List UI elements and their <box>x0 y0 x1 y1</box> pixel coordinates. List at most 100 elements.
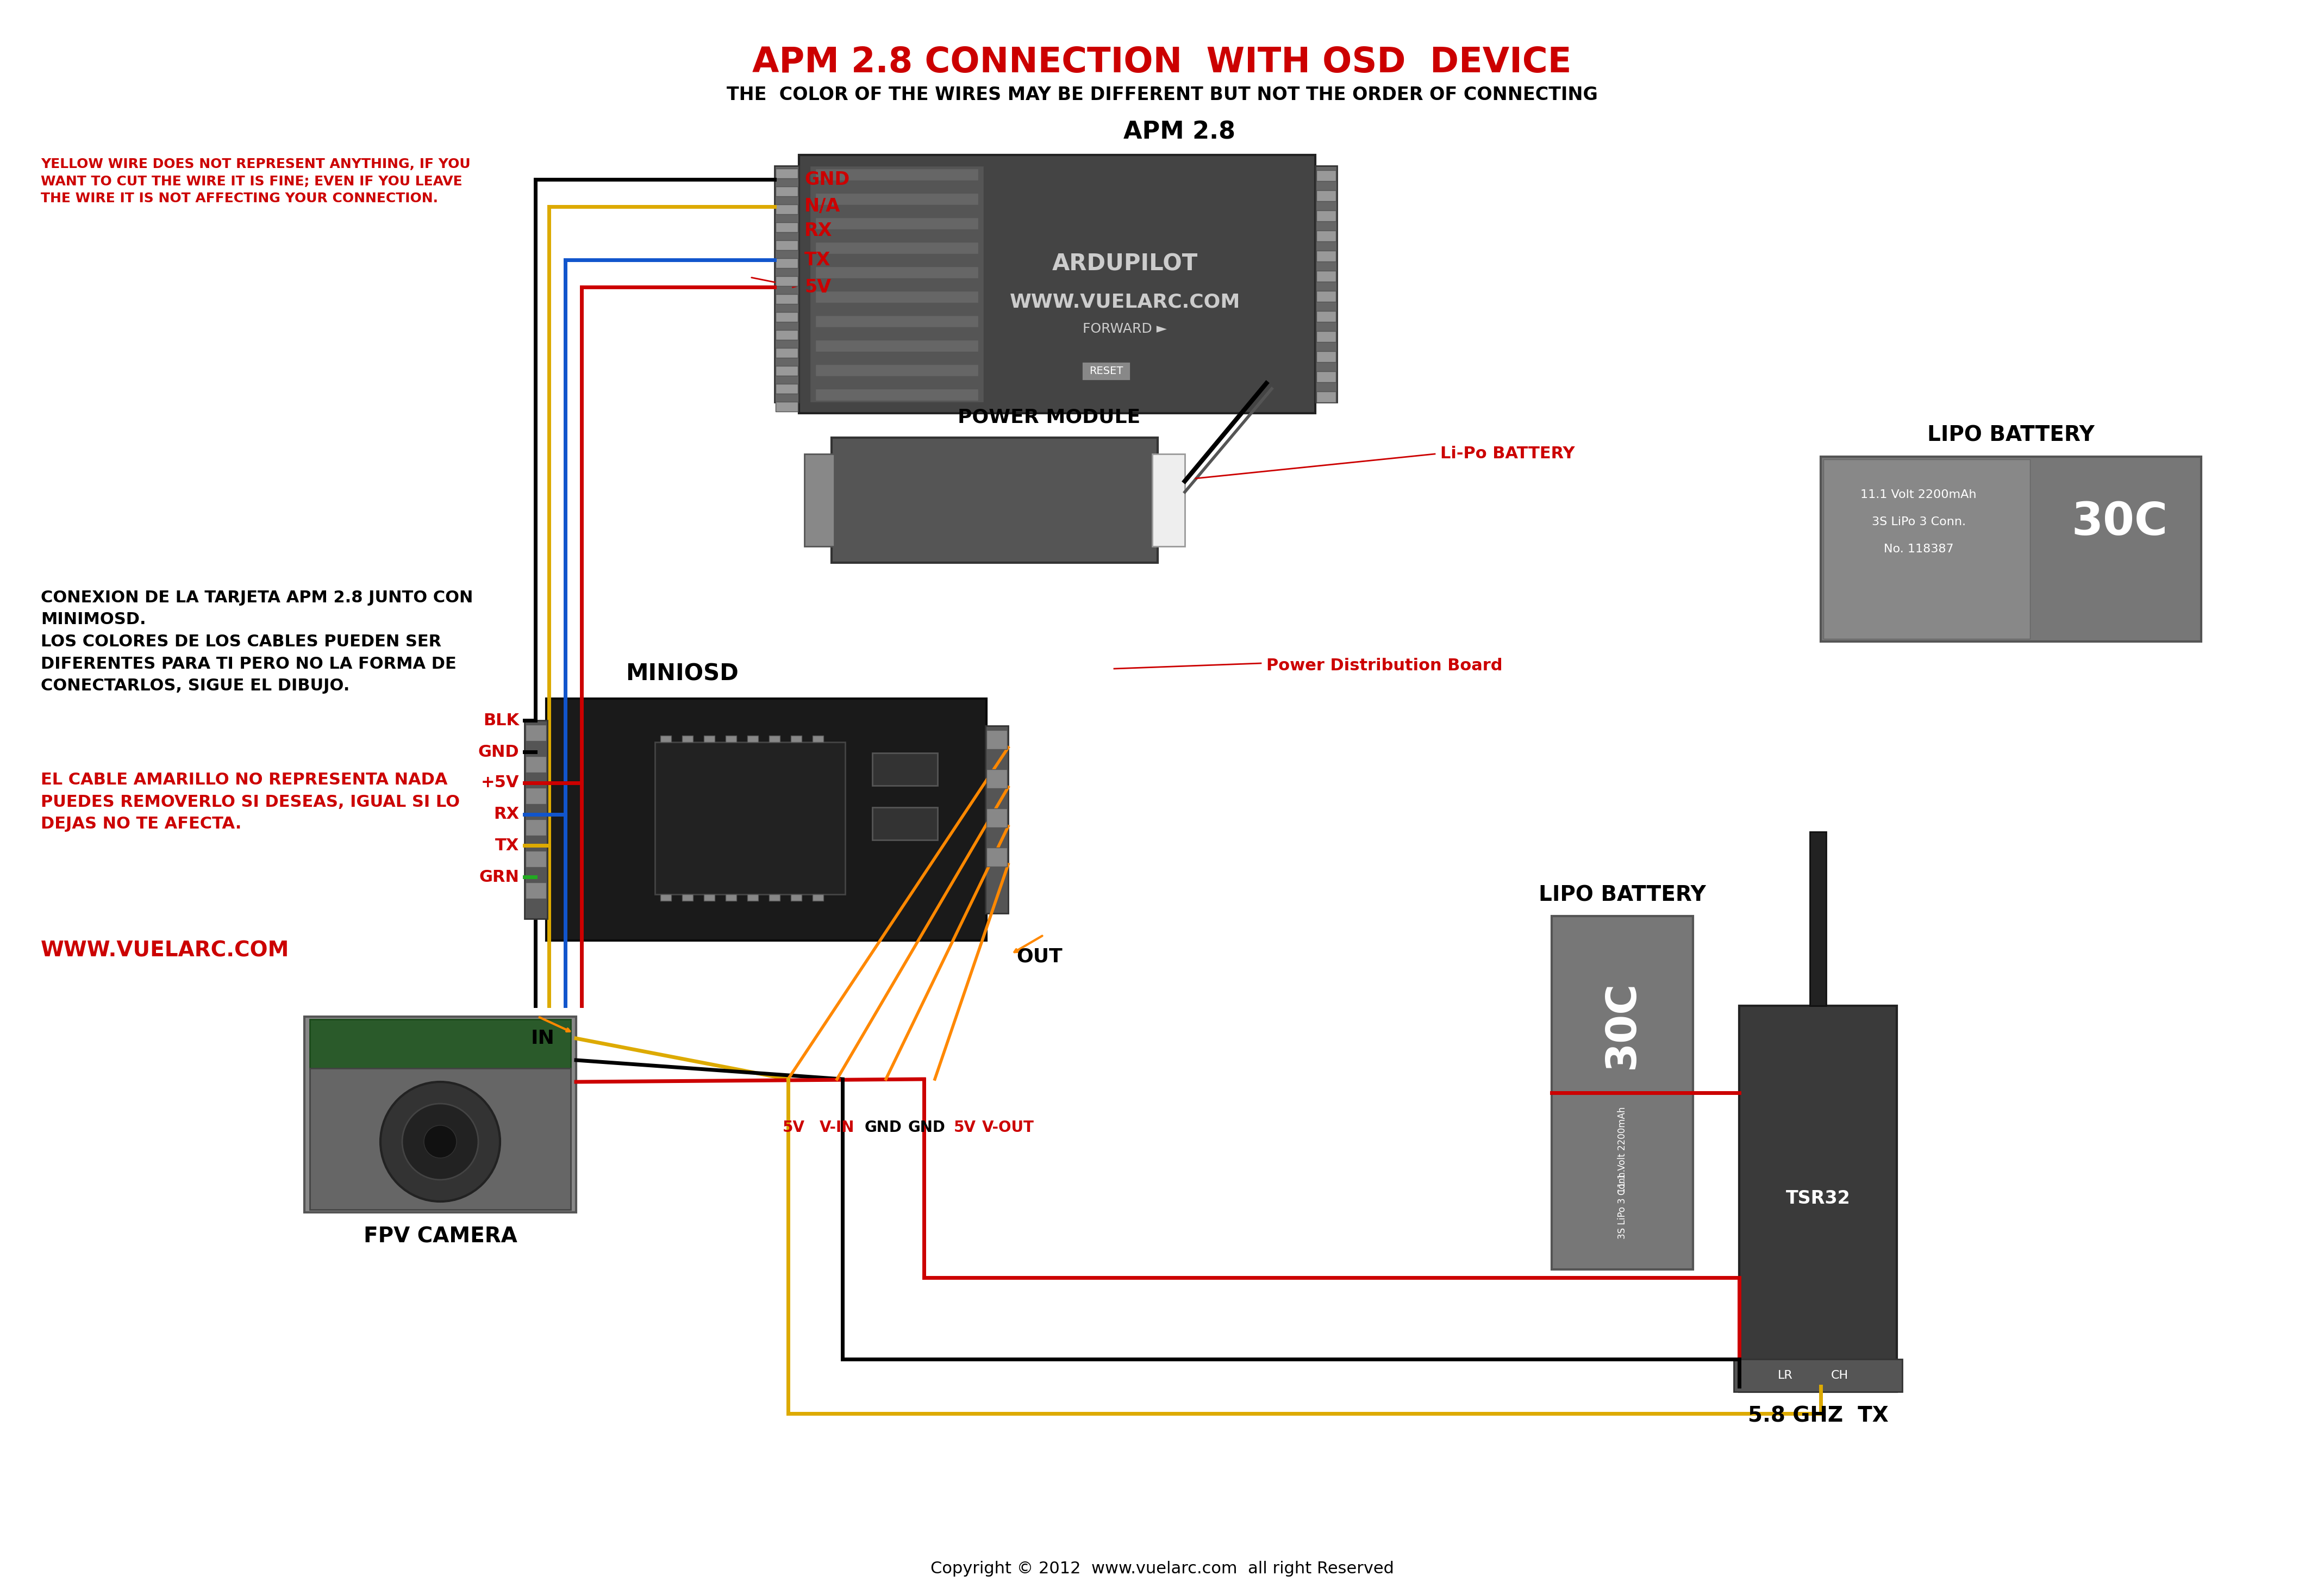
Bar <box>809 166 983 402</box>
Bar <box>1315 166 1336 402</box>
Text: GND: GND <box>804 171 851 188</box>
Bar <box>769 735 781 743</box>
Bar <box>525 720 548 918</box>
Text: Li-Po BATTERY: Li-Po BATTERY <box>1441 446 1576 462</box>
Text: LR: LR <box>1778 1369 1792 1380</box>
Bar <box>725 735 737 743</box>
Bar <box>776 204 797 214</box>
Bar <box>1153 454 1185 547</box>
Text: 11.1 Volt 2200mAh: 11.1 Volt 2200mAh <box>1618 1106 1627 1194</box>
Text: GND: GND <box>865 1121 902 1135</box>
Bar <box>816 193 978 206</box>
Bar <box>816 217 978 230</box>
Bar <box>660 735 672 743</box>
Bar <box>1738 1006 1896 1392</box>
Text: V-IN: V-IN <box>820 1121 855 1135</box>
Bar <box>816 169 978 180</box>
Bar <box>985 770 1006 789</box>
Bar <box>776 169 797 179</box>
Text: 3S LiPo 3 Conn.: 3S LiPo 3 Conn. <box>1618 1168 1627 1239</box>
Text: CONEXION DE LA TARJETA APM 2.8 JUNTO CON
MINIMOSD.
LOS COLORES DE LOS CABLES PUE: CONEXION DE LA TARJETA APM 2.8 JUNTO CON… <box>42 590 474 693</box>
Text: CH: CH <box>1831 1369 1848 1380</box>
Bar <box>816 389 978 400</box>
Bar <box>660 894 672 901</box>
Bar <box>832 438 1157 563</box>
Bar <box>776 222 797 233</box>
Bar <box>813 894 823 901</box>
Text: LIPO BATTERY: LIPO BATTERY <box>1927 426 2094 446</box>
Text: OUT: OUT <box>1016 947 1062 966</box>
Text: TX: TX <box>804 250 830 269</box>
Bar <box>816 340 978 352</box>
Circle shape <box>381 1082 500 1202</box>
Bar <box>1315 190 1336 201</box>
Bar <box>309 1019 572 1068</box>
Bar <box>546 698 985 940</box>
Text: Copyright © 2012  www.vuelarc.com  all right Reserved: Copyright © 2012 www.vuelarc.com all rig… <box>930 1561 1394 1576</box>
Bar <box>776 295 797 304</box>
Text: IN: IN <box>530 1030 555 1047</box>
Bar <box>769 894 781 901</box>
Text: EL CABLE AMARILLO NO REPRESENTA NADA
PUEDES REMOVERLO SI DESEAS, IGUAL SI LO
DEJ: EL CABLE AMARILLO NO REPRESENTA NADA PUE… <box>42 771 460 832</box>
Bar <box>525 819 546 835</box>
Bar <box>776 241 797 250</box>
Text: 30C: 30C <box>2071 501 2168 544</box>
Bar <box>816 365 978 376</box>
Bar <box>804 454 834 547</box>
Bar <box>525 883 546 899</box>
Circle shape <box>402 1103 479 1180</box>
Text: 11.1 Volt 2200mAh: 11.1 Volt 2200mAh <box>1862 489 1978 501</box>
Bar <box>776 347 797 357</box>
Bar <box>525 725 546 741</box>
Text: Power Distribution Board: Power Distribution Board <box>1267 658 1504 674</box>
Text: GRN: GRN <box>479 869 518 885</box>
Bar <box>1315 210 1336 222</box>
Bar <box>872 752 937 786</box>
Bar <box>1315 271 1336 282</box>
Bar <box>985 725 1009 913</box>
Text: No. 118387: No. 118387 <box>1882 544 1954 555</box>
Bar <box>748 894 758 901</box>
Bar <box>985 808 1006 827</box>
Bar <box>776 384 797 394</box>
Bar <box>704 735 716 743</box>
Bar <box>776 186 797 196</box>
Text: TX: TX <box>495 837 518 853</box>
Bar <box>1315 231 1336 241</box>
Bar <box>816 316 978 327</box>
Bar <box>1315 392 1336 402</box>
Bar <box>1081 362 1129 381</box>
Bar <box>1552 917 1692 1269</box>
Bar <box>655 743 846 894</box>
Bar <box>816 290 978 303</box>
Text: N/A: N/A <box>804 198 841 215</box>
Text: 5V: 5V <box>953 1121 976 1135</box>
Bar <box>872 807 937 840</box>
Circle shape <box>423 1125 456 1157</box>
Bar <box>1315 290 1336 301</box>
Bar <box>816 266 978 279</box>
Text: 5.8 GHZ  TX: 5.8 GHZ TX <box>1748 1406 1889 1427</box>
Bar <box>704 894 716 901</box>
Text: POWER MODULE: POWER MODULE <box>957 408 1141 427</box>
Bar <box>790 894 802 901</box>
Text: WWW.VUELARC.COM: WWW.VUELARC.COM <box>1009 292 1241 311</box>
Text: 5V: 5V <box>804 277 832 296</box>
Text: THE  COLOR OF THE WIRES MAY BE DIFFERENT BUT NOT THE ORDER OF CONNECTING: THE COLOR OF THE WIRES MAY BE DIFFERENT … <box>727 86 1597 104</box>
Bar <box>776 258 797 268</box>
Bar <box>725 894 737 901</box>
Bar <box>776 367 797 376</box>
Text: GND: GND <box>479 744 518 760</box>
Bar <box>1315 332 1336 343</box>
Bar <box>776 330 797 340</box>
Bar <box>816 242 978 253</box>
Text: BLK: BLK <box>483 713 518 728</box>
Text: 5V: 5V <box>783 1121 804 1135</box>
Bar <box>1810 832 1827 1006</box>
Bar <box>813 735 823 743</box>
Text: APM 2.8 CONNECTION  WITH OSD  DEVICE: APM 2.8 CONNECTION WITH OSD DEVICE <box>753 46 1571 80</box>
Bar <box>790 735 802 743</box>
Text: RESET: RESET <box>1090 365 1122 376</box>
Bar <box>309 1068 572 1210</box>
Bar <box>681 735 693 743</box>
